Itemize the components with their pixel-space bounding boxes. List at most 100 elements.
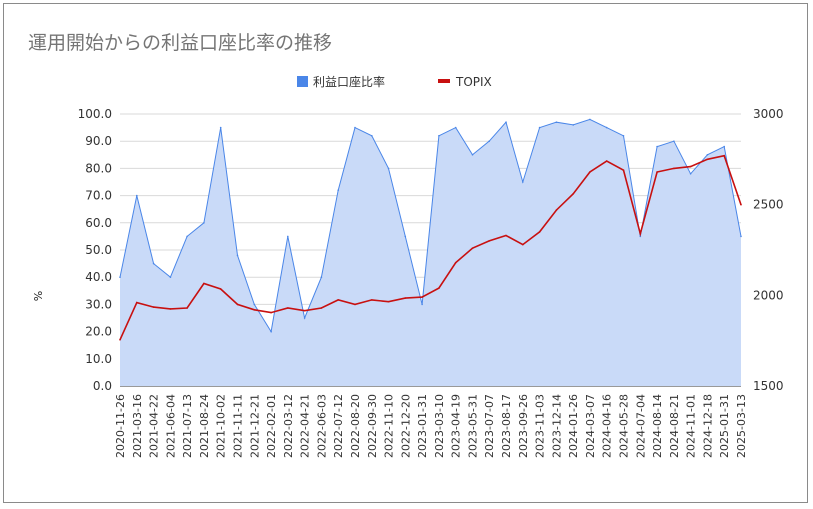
area-point [270, 330, 272, 333]
topix-point [723, 154, 725, 157]
x-tick-label: 2024-12-18 [701, 394, 714, 458]
topix-point [371, 299, 373, 301]
topix-point [740, 203, 742, 206]
topix-point [253, 309, 256, 311]
area-point [152, 262, 155, 265]
area-point [421, 303, 423, 306]
series-line [119, 154, 742, 341]
x-tick-label: 2025-01-31 [718, 394, 731, 458]
area-point [505, 121, 507, 123]
area-point [203, 222, 205, 224]
x-tick-label: 2023-03-10 [433, 394, 446, 458]
area-point [236, 254, 239, 257]
y-tick-left: 20.0 [85, 325, 112, 339]
y-tick-left: 50.0 [85, 243, 112, 257]
topix-point [219, 288, 222, 290]
topix-point [270, 311, 272, 314]
y-tick-left: 90.0 [85, 134, 112, 148]
x-tick-label: 2021-12-21 [248, 394, 261, 458]
area-point [438, 135, 440, 137]
x-tick-label: 2023-04-19 [450, 394, 463, 458]
y-tick-right: 1500 [753, 379, 784, 393]
area-fill [120, 119, 741, 387]
area-point [303, 317, 306, 319]
area-series-line [119, 118, 742, 333]
area-point [522, 181, 524, 183]
topix-point [152, 306, 155, 308]
x-tick-label: 2022-12-20 [399, 394, 412, 458]
topix-point [387, 300, 390, 303]
x-tick-label: 2024-11-01 [685, 394, 698, 458]
topix-point [404, 297, 407, 299]
topix-point [203, 282, 205, 285]
x-tick-label: 2021-04-22 [148, 394, 161, 458]
x-tick-label: 2023-11-03 [534, 394, 547, 458]
chart-title: 運用開始からの利益口座比率の推移 [28, 32, 332, 54]
x-tick-label: 2023-01-31 [416, 394, 429, 458]
area-point [371, 135, 373, 137]
y-tick-left: 60.0 [85, 216, 112, 230]
area-point [572, 124, 574, 126]
topix-point [438, 287, 440, 289]
x-tick-label: 2023-05-31 [467, 394, 480, 458]
topix-point [320, 307, 323, 309]
y-tick-left: 30.0 [85, 297, 112, 311]
area-point [673, 140, 675, 142]
x-tick-label: 2022-11-10 [383, 394, 396, 458]
x-tick-label: 2021-03-16 [131, 394, 144, 458]
topix-point [421, 296, 423, 298]
topix-point [287, 307, 289, 309]
y-tick-left: 40.0 [85, 270, 112, 284]
x-tick-label: 2024-03-07 [584, 394, 597, 458]
area-point [320, 276, 323, 279]
area-point [488, 140, 491, 142]
topix-point [119, 339, 121, 341]
y-tick-left: 100.0 [78, 107, 112, 121]
area-point [404, 235, 407, 238]
area-point [253, 303, 256, 306]
x-tick-label: 2023-09-26 [517, 394, 530, 458]
x-tick-label: 2022-07-12 [332, 394, 345, 458]
chart-frame: 運用開始からの利益口座比率の推移 利益口座比率 TOPIX 100.0 90.0 80… [3, 3, 808, 503]
area-point [287, 235, 289, 238]
x-tick-label: 2022-06-03 [315, 394, 328, 458]
topix-point [706, 158, 709, 161]
x-tick-label: 2022-08-20 [349, 394, 362, 458]
area-point [605, 126, 608, 129]
y-tick-left: 70.0 [85, 189, 112, 203]
x-tick-label: 2021-07-13 [181, 394, 194, 458]
topix-point [589, 171, 591, 173]
area-point [387, 167, 390, 170]
x-tick-label: 2021-11-11 [232, 394, 245, 458]
legend-swatch-ratio [297, 76, 308, 87]
topix-point [689, 165, 692, 168]
x-tick-label: 2021-10-02 [215, 394, 228, 458]
legend: 利益口座比率 TOPIX [297, 74, 492, 89]
area-point [186, 235, 188, 238]
y-tick-left: 0.0 [93, 379, 112, 393]
area-point [136, 194, 138, 197]
x-axis: 2020-11-26 2021-03-16 2021-04-22 2021-06-04… [114, 394, 748, 458]
x-tick-label: 2025-03-13 [735, 394, 748, 458]
x-tick-label: 2022-02-01 [265, 394, 278, 458]
area-point [471, 154, 474, 156]
x-tick-label: 2024-05-28 [618, 394, 631, 458]
x-tick-label: 2023-12-14 [550, 394, 563, 458]
legend-swatch-topix [438, 79, 450, 83]
series-area [119, 118, 742, 387]
topix-line [119, 154, 742, 341]
x-tick-label: 2024-08-14 [651, 394, 664, 458]
y-tick-right: 3000 [753, 107, 784, 121]
topix-point [488, 240, 491, 242]
x-tick-label: 2021-08-24 [198, 394, 211, 458]
chart-svg: 運用開始からの利益口座比率の推移 利益口座比率 TOPIX 100.0 90.0 80… [28, 32, 784, 458]
topix-point [656, 171, 658, 173]
topix-point [337, 299, 340, 301]
topix-point [169, 308, 172, 310]
x-tick-label: 2020-11-26 [114, 394, 127, 458]
x-tick-label: 2022-04-21 [299, 394, 312, 458]
area-point [337, 189, 340, 191]
legend-label-ratio: 利益口座比率 [313, 74, 385, 89]
y-axis-left: 100.0 90.0 80.0 70.0 60.0 50.0 40.0 30.0 20.0 10.… [78, 107, 112, 393]
area-point [706, 154, 709, 156]
